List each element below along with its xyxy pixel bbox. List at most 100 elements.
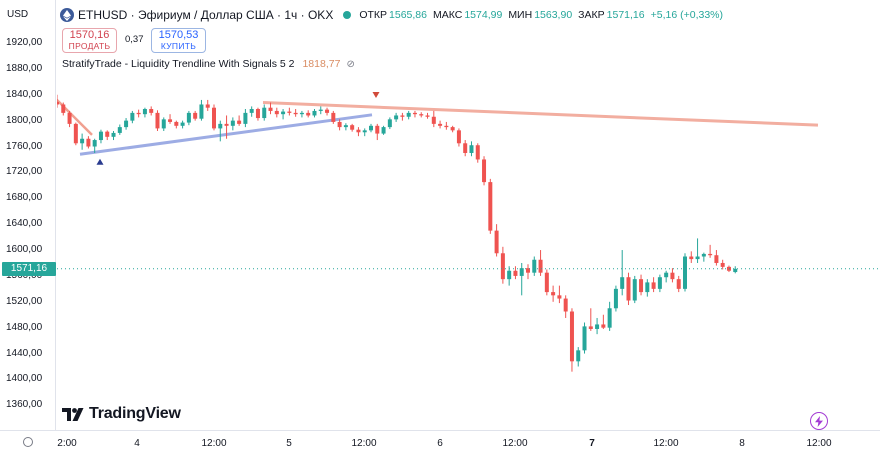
candle-up xyxy=(701,253,706,257)
sell-button[interactable]: 1570,16 ПРОДАТЬ xyxy=(62,28,117,53)
candle-down xyxy=(237,120,242,124)
ohlc-value: 1563,90 xyxy=(534,9,573,21)
price-tick-label: 1600,00 xyxy=(6,244,43,256)
visibility-icon[interactable]: ⊘ xyxy=(346,58,355,70)
resistance-trendline-short xyxy=(57,98,93,136)
sell-label: ПРОДАТЬ xyxy=(68,41,111,51)
tradingview-logo-icon xyxy=(62,407,84,421)
buy-label: КУПИТЬ xyxy=(160,41,197,51)
candle-up xyxy=(469,145,474,153)
time-tick-label: 5 xyxy=(286,438,292,449)
candle-down xyxy=(463,143,468,153)
candle-down xyxy=(431,116,436,124)
price-tick-label: 1640,00 xyxy=(6,218,43,230)
candle-up xyxy=(249,108,254,113)
buy-signal-marker xyxy=(96,158,104,165)
candle-down xyxy=(155,112,160,129)
candle-up xyxy=(262,107,267,119)
indicator-name: StratifyTrade - Liquidity Trendline With… xyxy=(62,58,295,70)
candle-down xyxy=(287,111,292,113)
candle-down xyxy=(456,130,461,144)
candle-down xyxy=(475,145,480,160)
price-tick-label: 1880,00 xyxy=(6,62,43,74)
candle-down xyxy=(482,159,487,183)
candlestick-chart[interactable] xyxy=(57,0,880,430)
candle-down xyxy=(488,182,493,231)
buy-button[interactable]: 1570,53 КУПИТЬ xyxy=(151,28,206,53)
candle-up xyxy=(613,288,618,309)
axis-currency: USD xyxy=(7,9,29,20)
time-tick-label: 12:00 xyxy=(201,438,227,449)
candle-down xyxy=(86,138,91,147)
candle-up xyxy=(595,324,600,329)
candle-up xyxy=(161,119,166,129)
ohlc-value: 1574,99 xyxy=(464,9,503,21)
price-tick-label: 1720,00 xyxy=(6,166,43,178)
ohlc-value: 1565,86 xyxy=(389,9,427,21)
market-status-dot xyxy=(343,11,352,19)
sell-signal-marker xyxy=(372,92,380,99)
ohlc-value: +5,16 (+0,33%) xyxy=(650,9,723,21)
candle-up xyxy=(406,112,411,117)
candle-up xyxy=(218,123,223,129)
candle-down xyxy=(726,266,731,271)
candle-down xyxy=(450,127,455,131)
candle-up xyxy=(186,112,191,123)
support-trendline xyxy=(79,113,373,156)
candle-up xyxy=(281,111,286,115)
lightning-icon[interactable] xyxy=(810,412,828,430)
candle-up xyxy=(695,256,700,260)
candle-down xyxy=(438,123,443,126)
candle-down xyxy=(513,270,518,276)
candle-up xyxy=(130,112,135,121)
candle-down xyxy=(350,125,355,130)
candle-down xyxy=(563,298,568,312)
candle-up xyxy=(180,122,185,126)
candle-up xyxy=(519,268,524,276)
ethereum-icon xyxy=(60,8,74,22)
candle-down xyxy=(224,123,229,126)
buy-price: 1570,53 xyxy=(158,29,199,41)
candle-up xyxy=(532,259,537,273)
candle-down xyxy=(61,104,66,113)
candle-down xyxy=(331,112,336,122)
candle-up xyxy=(299,112,304,115)
candle-up xyxy=(507,270,512,280)
candle-down xyxy=(626,277,631,301)
price-tick-label: 1840,00 xyxy=(6,88,43,100)
ohlc-value: 1571,16 xyxy=(606,9,645,21)
candle-up xyxy=(607,308,612,328)
sell-price: 1570,16 xyxy=(69,29,110,41)
candle-up xyxy=(199,104,204,119)
price-tick-label: 1400,00 xyxy=(6,373,43,385)
candle-up xyxy=(387,119,392,128)
candle-up xyxy=(576,350,581,362)
candle-up xyxy=(664,272,669,278)
ohlc-values: ОТКР 1565,86 МАКС 1574,99 МИН 1563,90 ЗАКР 1571… xyxy=(359,9,729,21)
candle-up xyxy=(80,138,85,144)
resistance-trendline xyxy=(262,101,819,127)
candle-up xyxy=(645,282,650,293)
candle-down xyxy=(57,101,59,105)
price-tick-label: 1440,00 xyxy=(6,347,43,359)
candle-down xyxy=(494,230,499,254)
candle-up xyxy=(394,115,399,120)
settings-icon[interactable] xyxy=(23,437,33,447)
candle-up xyxy=(312,110,317,116)
candle-down xyxy=(136,112,141,115)
candle-up xyxy=(230,120,235,126)
candle-up xyxy=(124,120,129,128)
symbol-title[interactable]: ETHUSD · Эфириум / Доллар США · 1ч · OKX xyxy=(78,8,334,22)
candle-up xyxy=(343,125,348,128)
price-tick-label: 1520,00 xyxy=(6,295,43,307)
candle-up xyxy=(243,112,248,124)
candle-down xyxy=(306,112,311,116)
indicator-legend[interactable]: StratifyTrade - Liquidity Trendline With… xyxy=(62,58,355,70)
tradingview-logo[interactable]: TradingView xyxy=(62,405,181,423)
time-axis[interactable]: 2:00 4 12:00 5 12:00 6 12:00 7 12:00 8 12:00 xyxy=(0,430,880,452)
candle-up xyxy=(362,130,367,133)
last-price-badge: 1571,16 xyxy=(2,262,56,276)
candle-up xyxy=(98,131,103,141)
indicator-value: 1818,77 xyxy=(302,58,341,70)
price-axis[interactable]: USD 1920,00 1880,00 1840,00 1800,00 1760,00 1… xyxy=(0,0,56,430)
